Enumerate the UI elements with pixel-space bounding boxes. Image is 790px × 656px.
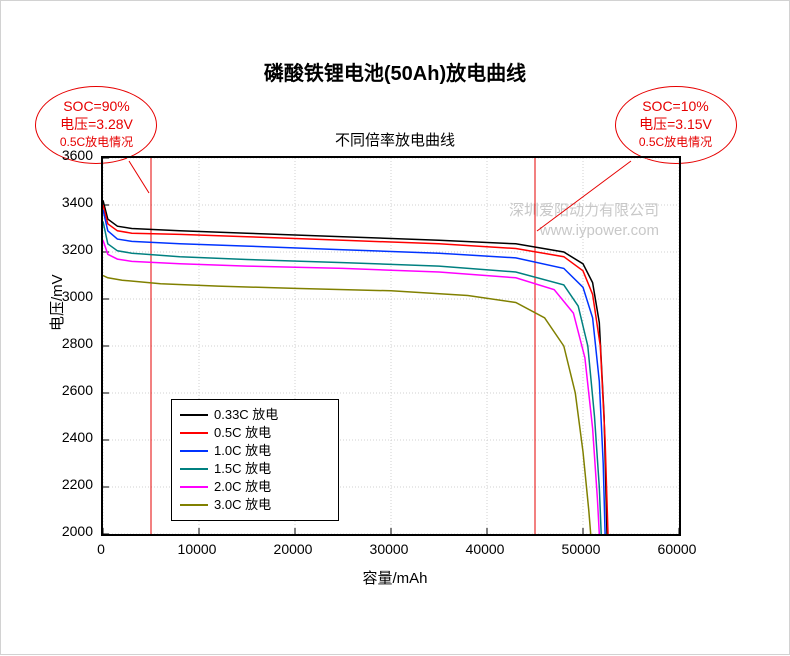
ytick-label: 2600 (53, 382, 93, 398)
xtick-label: 50000 (551, 541, 611, 557)
xtick-label: 10000 (167, 541, 227, 557)
callout-leaders-svg (1, 1, 790, 656)
ytick-label: 2000 (53, 523, 93, 539)
chart-frame: 磷酸铁锂电池(50Ah)放电曲线 不同倍率放电曲线 SOC=90% 电压=3.2… (0, 0, 790, 655)
xtick-label: 60000 (647, 541, 707, 557)
ytick-label: 2200 (53, 476, 93, 492)
xtick-label: 0 (71, 541, 131, 557)
ytick-label: 3400 (53, 194, 93, 210)
ytick-label: 3600 (53, 147, 93, 163)
xtick-label: 30000 (359, 541, 419, 557)
ytick-label: 3200 (53, 241, 93, 257)
ytick-label: 2400 (53, 429, 93, 445)
ytick-label: 3000 (53, 288, 93, 304)
ytick-label: 2800 (53, 335, 93, 351)
xtick-label: 40000 (455, 541, 515, 557)
xtick-label: 20000 (263, 541, 323, 557)
